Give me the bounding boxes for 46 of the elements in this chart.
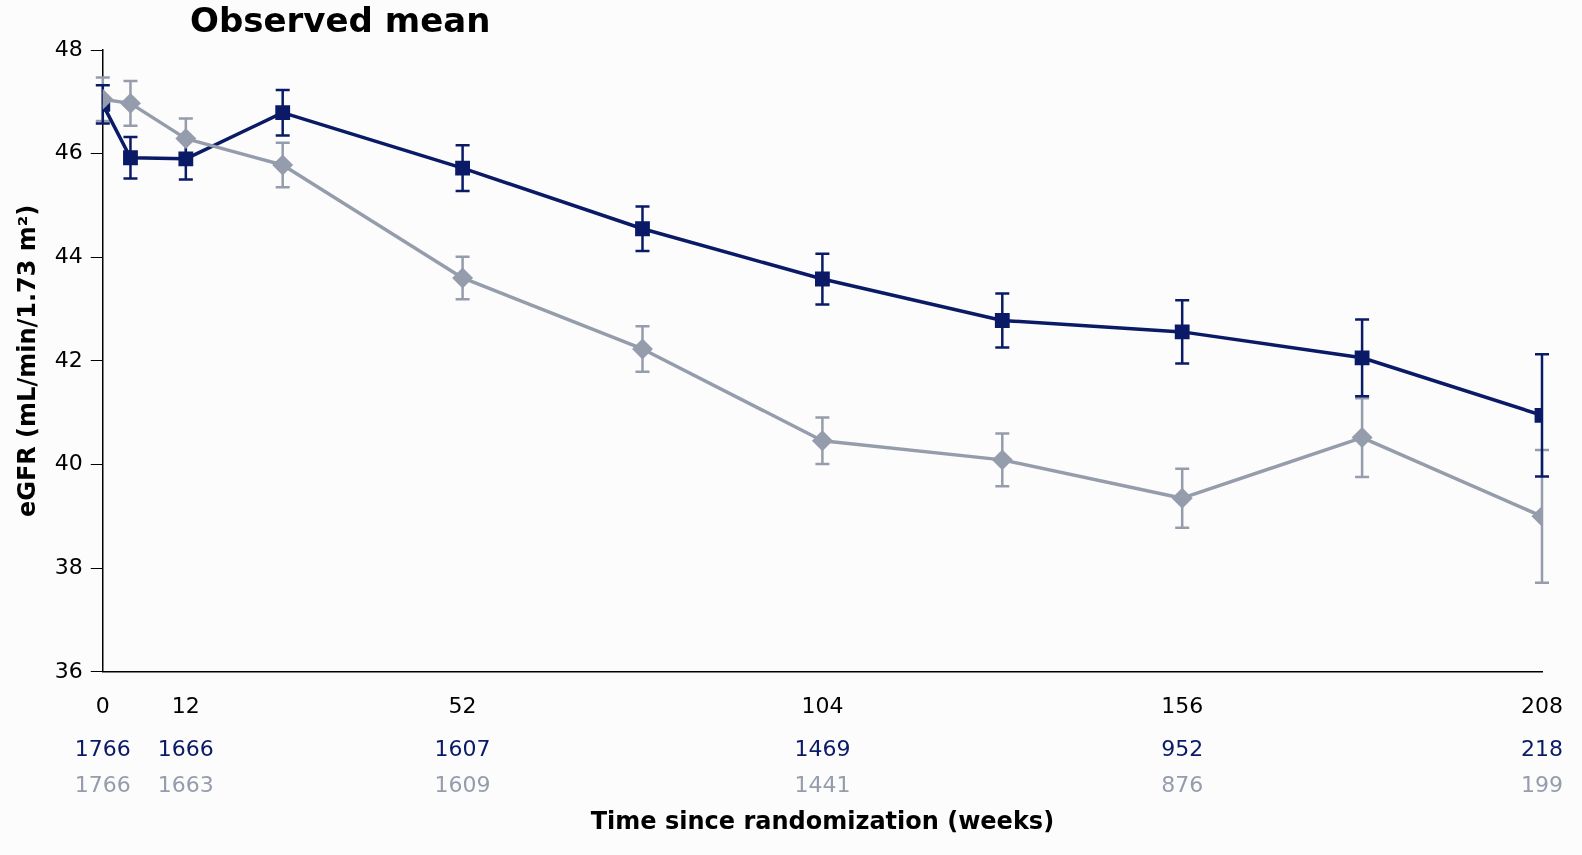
text: 218	[1521, 735, 1563, 761]
point	[992, 450, 1013, 470]
point	[455, 160, 470, 176]
point	[178, 151, 194, 167]
y-tick-label: 46	[54, 139, 83, 165]
x-tick-label: 52	[448, 692, 477, 718]
text: 1666	[157, 735, 214, 761]
point	[275, 105, 291, 121]
y-axis-title: eGFR (mL/min/1.73 m²)	[12, 204, 41, 518]
point	[272, 155, 293, 175]
point	[1352, 427, 1372, 448]
text: 1607	[434, 735, 491, 761]
y-tick-label: 40	[54, 450, 83, 476]
text: 1609	[434, 771, 491, 797]
text: 952	[1161, 735, 1204, 761]
point	[120, 93, 141, 114]
chart-title: Observed mean	[190, 0, 491, 40]
point	[1172, 488, 1192, 508]
x-tick-label: 208	[1521, 692, 1563, 718]
y-tick-label: 36	[54, 657, 83, 683]
x-tick-label: 104	[801, 692, 844, 718]
point	[635, 221, 650, 237]
point	[632, 339, 653, 359]
point	[176, 128, 196, 149]
point	[1354, 350, 1370, 366]
text: 1766	[74, 735, 131, 761]
y-tick-label: 38	[54, 553, 83, 579]
point	[1174, 324, 1190, 340]
y-tick-label: 44	[54, 242, 83, 268]
text: 1663	[157, 771, 214, 797]
point	[123, 150, 138, 166]
point	[814, 271, 830, 287]
x-tick-label: 12	[171, 692, 200, 718]
text: 1766	[74, 771, 131, 797]
text: 876	[1161, 771, 1204, 797]
text: 199	[1521, 771, 1563, 797]
text: 1469	[794, 735, 851, 761]
text: 1441	[794, 771, 851, 797]
x-axis-title: Time since randomization (weeks)	[590, 806, 1055, 835]
x-tick-label: 156	[1161, 692, 1204, 718]
point	[812, 430, 833, 451]
x-tick-label: 0	[95, 692, 110, 718]
point	[994, 313, 1010, 328]
point	[452, 268, 473, 288]
y-tick-label: 48	[54, 35, 83, 61]
y-tick-label: 42	[54, 346, 83, 372]
